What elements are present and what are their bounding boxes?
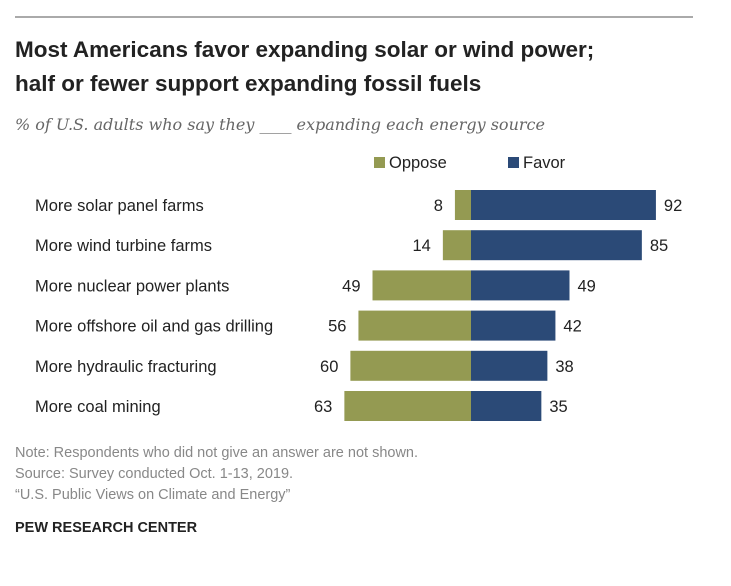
value-label-oppose: 49: [342, 277, 360, 295]
bar-favor: [471, 270, 570, 301]
category-label: More coal mining: [35, 398, 161, 416]
value-label-oppose: 14: [413, 237, 431, 255]
value-label-oppose: 56: [328, 318, 346, 336]
category-label: More wind turbine farms: [35, 237, 212, 255]
legend-swatch-oppose: [374, 157, 385, 168]
bar-oppose: [442, 230, 471, 261]
bar-row: More solar panel farms 8 92: [35, 190, 682, 220]
category-label: More nuclear power plants: [35, 277, 229, 295]
value-label-oppose: 63: [314, 398, 332, 416]
bar-row: More hydraulic fracturing 60 38: [35, 350, 574, 381]
category-label: More hydraulic fracturing: [35, 358, 217, 376]
bar-row: More coal mining 63 35: [35, 391, 568, 421]
value-label-favor: 42: [563, 318, 581, 336]
value-label-favor: 85: [650, 237, 668, 255]
bar-oppose: [344, 391, 471, 421]
value-label-favor: 92: [664, 197, 682, 215]
bar-favor: [471, 230, 642, 261]
chart-subtitle: % of U.S. adults who say they ____ expan…: [15, 115, 545, 134]
source-text: Source: Survey conducted Oct. 1-13, 2019…: [15, 466, 293, 482]
bars: More solar panel farms 8 92 More wind turbi…: [35, 190, 682, 421]
legend-label-oppose: Oppose: [389, 154, 447, 172]
legend-label-favor: Favor: [523, 154, 566, 172]
value-label-favor: 35: [549, 398, 567, 416]
bar-oppose: [350, 350, 471, 381]
legend-swatch-favor: [508, 157, 519, 168]
value-label-favor: 38: [555, 358, 573, 376]
category-label: More solar panel farms: [35, 197, 204, 215]
bar-row: More offshore oil and gas drilling 56 42: [35, 310, 582, 341]
legend: Oppose Favor: [374, 154, 566, 172]
bar-favor: [471, 190, 656, 220]
chart-title-line-1: Most Americans favor expanding solar or …: [15, 37, 594, 62]
bar-row: More wind turbine farms 14 85: [35, 230, 668, 261]
pew-logo: PEW RESEARCH CENTER: [15, 520, 198, 536]
bar-oppose: [358, 310, 471, 341]
bar-favor: [471, 350, 548, 381]
bar-favor: [471, 391, 542, 421]
bar-oppose: [372, 270, 471, 301]
category-label: More offshore oil and gas drilling: [35, 318, 273, 336]
report-title-text: “U.S. Public Views on Climate and Energy…: [15, 487, 291, 503]
value-label-favor: 49: [577, 277, 595, 295]
chart-title-line-2: half or fewer support expanding fossil f…: [15, 71, 481, 96]
value-label-oppose: 60: [320, 358, 338, 376]
bar-oppose: [454, 190, 471, 220]
bar-row: More nuclear power plants 49 49: [35, 270, 596, 301]
note-text: Note: Respondents who did not give an an…: [15, 445, 418, 461]
value-label-oppose: 8: [434, 197, 443, 215]
bar-favor: [471, 310, 556, 341]
